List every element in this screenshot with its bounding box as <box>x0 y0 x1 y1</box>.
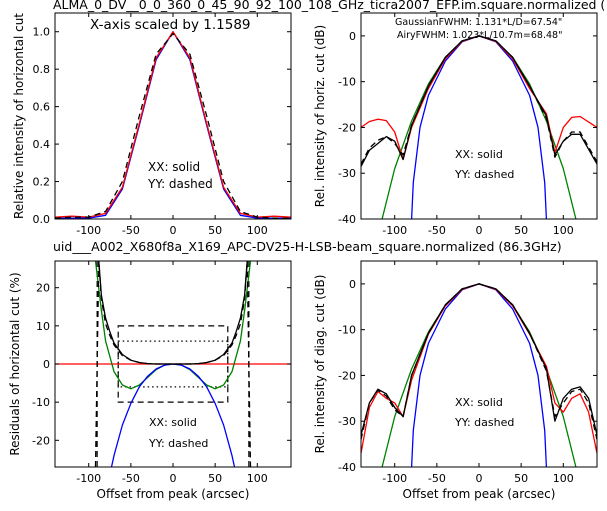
y-tick-label: 0 <box>349 30 356 43</box>
y-tick-label: -20 <box>32 434 50 447</box>
y-tick-label: 20 <box>36 282 50 295</box>
x-tick-label: -100 <box>382 472 407 485</box>
x-tick-label: 100 <box>553 224 574 237</box>
chart-bottom-right: -100 -50 0 50 100 0 -10 -20 -30 -40 XX: solid YY:… <box>313 260 598 501</box>
y-tick-label: -20 <box>338 369 356 382</box>
series-line-black-dashed <box>361 35 597 165</box>
annotation-gaussian: GaussianFWHM: 1.131*L/D=67.54" <box>395 17 562 28</box>
xlabel-bottom-left: Offset from peak (arcsec) <box>97 487 250 501</box>
x-tick-label: -100 <box>76 224 101 237</box>
x-tick-label: 100 <box>553 472 574 485</box>
annotation-xx-solid: XX: solid <box>455 396 503 409</box>
y-tick-label: 0.0 <box>33 213 51 226</box>
annotation-yy-dashed: YY: dashed <box>454 416 514 429</box>
y-tick-label: 0.6 <box>33 101 51 114</box>
y-tick-label: 10 <box>36 320 50 333</box>
annotation-xx-solid: XX: solid <box>149 416 197 429</box>
y-tick-label: -30 <box>338 415 356 428</box>
x-tick-label: 0 <box>170 472 177 485</box>
chart-top-right: -100 -50 0 50 100 0 -10 -20 -30 -40 GaussianFWHM:… <box>313 12 598 237</box>
y-tick-label: 0.2 <box>33 176 51 189</box>
x-tick-label: 100 <box>247 224 268 237</box>
series-line-black-dashed <box>94 261 252 467</box>
y-tick-label: 0 <box>349 278 356 291</box>
x-tick-label: 0 <box>170 224 177 237</box>
y-tick-label: -10 <box>338 76 356 89</box>
annotation-yy-dashed: YY: dashed <box>454 168 514 181</box>
residual-box-dotted <box>117 340 229 388</box>
y-tick-label: 0 <box>43 358 50 371</box>
x-tick-label: -50 <box>428 224 446 237</box>
annotation-airy: AiryFWHM: 1.023*L/10.7m=68.48" <box>397 30 562 41</box>
x-tick-label: 100 <box>247 472 268 485</box>
series-line-blue-solid <box>410 283 548 467</box>
x-tick-label: -50 <box>428 472 446 485</box>
ylabel-bottom-right: Rel. intensity of diag. cut (dB) <box>313 275 327 454</box>
annotation-xx-solid: XX: solid <box>455 148 503 161</box>
annotation-yy-dashed: YY: dashed <box>148 437 208 450</box>
x-tick-label: 50 <box>514 472 528 485</box>
series-line-black-dashed <box>361 283 597 440</box>
y-tick-label: -30 <box>338 167 356 180</box>
x-tick-label: 0 <box>476 224 483 237</box>
ylabel-top-right: Rel. intensity of horiz. cut (dB) <box>313 25 327 207</box>
series-line-black-dashed <box>55 32 291 219</box>
annotation-xaxis-scaled: X-axis scaled by 1.1589 <box>90 17 251 33</box>
annotation-xx-solid: XX: solid <box>148 160 200 174</box>
ylabel-bottom-left: Residuals of horizontal cut (%) <box>8 272 22 455</box>
y-tick-label: 0.8 <box>33 63 51 76</box>
series-line-red-solid <box>361 35 597 161</box>
y-tick-label: -40 <box>338 461 356 474</box>
annotation-yy-dashed: YY: dashed <box>147 177 213 191</box>
y-tick-label: -10 <box>32 396 50 409</box>
x-tick-label: 0 <box>476 472 483 485</box>
mid-title: uid___A002_X680f8a_X169_APC-DV25-H-LSB-b… <box>53 239 562 254</box>
y-tick-label: -40 <box>338 213 356 226</box>
y-tick-label: -20 <box>338 121 356 134</box>
series-line-black-solid <box>98 261 248 365</box>
x-tick-label: -50 <box>122 472 140 485</box>
x-tick-label: -100 <box>76 472 101 485</box>
x-tick-label: 50 <box>514 224 528 237</box>
series-line-blue-solid <box>410 35 548 219</box>
ylabel-top-left: Relative intensity of horizontal cut <box>12 13 26 219</box>
x-tick-label: -100 <box>382 224 407 237</box>
x-tick-label: 50 <box>208 472 222 485</box>
y-tick-label: 1.0 <box>33 26 51 39</box>
x-tick-label: 50 <box>208 224 222 237</box>
y-tick-label: -10 <box>338 324 356 337</box>
x-tick-label: -50 <box>122 224 140 237</box>
y-tick-label: 0.4 <box>33 138 51 151</box>
series-line-red-solid <box>55 31 291 218</box>
xlabel-bottom-right: Offset from peak (arcsec) <box>403 487 556 501</box>
chart-top-left: -100 -50 0 50 100 0.0 0.2 0.4 0.6 0.8 1.0 X-axis s… <box>12 12 292 237</box>
top-title: ALMA_0_DV__0_0_360_0_45_90_92_100_108_GH… <box>53 0 605 12</box>
